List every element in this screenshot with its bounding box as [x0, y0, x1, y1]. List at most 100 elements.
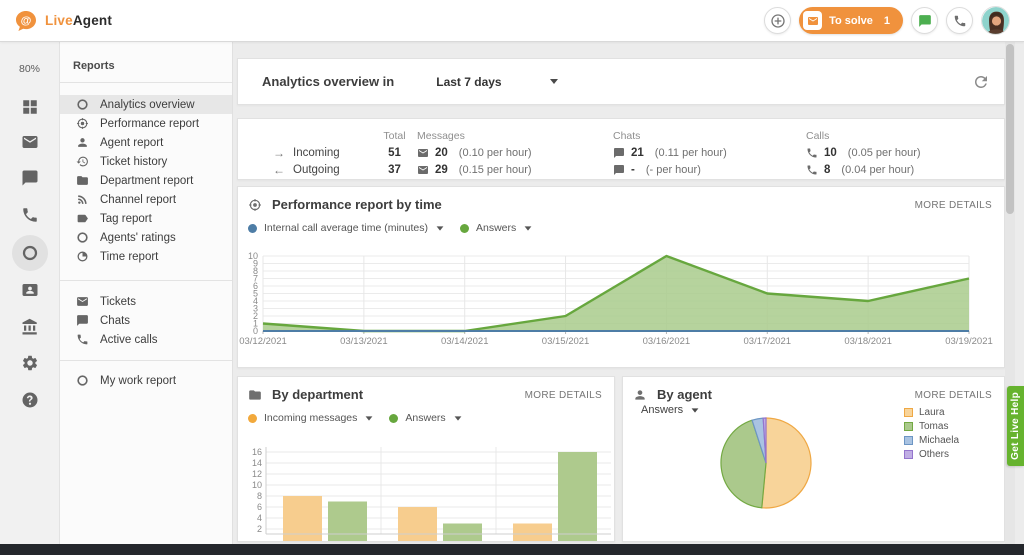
more-details-link[interactable]: MORE DETAILS [914, 200, 992, 211]
more-details-link[interactable]: MORE DETAILS [914, 390, 992, 401]
nav-item-label: Ticket history [100, 155, 168, 168]
svg-text:3: 3 [253, 304, 258, 314]
dashboard-grid-icon[interactable] [21, 98, 39, 116]
svg-text:8: 8 [257, 491, 262, 501]
bank-icon[interactable] [21, 318, 39, 336]
to-solve-button[interactable]: To solve 1 [799, 7, 903, 34]
calls-phone-icon[interactable] [21, 206, 39, 224]
time-pie-icon [76, 250, 89, 263]
svg-text:14: 14 [252, 458, 262, 468]
svg-text:16: 16 [252, 447, 262, 457]
svg-text:5: 5 [253, 289, 258, 299]
legend-dot [248, 413, 257, 423]
brand-text: LiveAgent [45, 13, 113, 28]
nav-item-time-report[interactable]: Time report [60, 247, 232, 266]
chats-topbar-button[interactable] [911, 7, 938, 34]
col-header-chats: Chats [613, 129, 641, 142]
svg-text:03/18/2021: 03/18/2021 [844, 336, 892, 347]
nav-item-label: Tag report [100, 212, 152, 225]
reports-circle-icon[interactable] [21, 244, 39, 262]
nav-item-label: Agent report [100, 136, 164, 149]
target-icon [76, 117, 89, 130]
nav-item-my-work-report[interactable]: My work report [60, 371, 232, 390]
topbar: @ LiveAgent To solve 1 [0, 0, 1024, 42]
to-solve-envelope-box [803, 11, 823, 30]
target-icon [248, 198, 262, 212]
pie-legend: Laura Tomas Michaela Others [904, 405, 959, 461]
svg-text:4: 4 [253, 296, 258, 306]
incoming-calls: 10 (0.05 per hour) [802, 144, 1004, 161]
arrow-right-icon: → [273, 145, 285, 160]
svg-text:2: 2 [253, 311, 258, 321]
contacts-card-icon[interactable] [21, 281, 39, 299]
col-header-messages: Messages [417, 129, 465, 142]
refresh-button[interactable] [972, 73, 990, 91]
svg-text:10: 10 [252, 480, 262, 490]
help-circle-icon[interactable] [21, 391, 39, 409]
agent-card-title: By agent [657, 387, 712, 402]
gear-icon[interactable] [21, 354, 39, 372]
phone-icon [953, 14, 967, 28]
date-range-dropdown[interactable]: Last 7 days [436, 75, 558, 89]
nav-item-tickets[interactable]: Tickets [60, 292, 232, 311]
series-dropdown-internal-call[interactable]: Internal call average time (minutes) [248, 222, 444, 234]
incoming-messages: 20 (0.10 per hour) [417, 144, 607, 161]
svg-text:7: 7 [253, 274, 258, 284]
legend-item-laura: Laura [904, 405, 959, 419]
by-agent-card: By agent MORE DETAILS Answers Laura Toma… [622, 376, 1005, 542]
divider [60, 280, 232, 281]
svg-text:6: 6 [257, 502, 262, 512]
nav-item-agents-ratings[interactable]: Agents' ratings [60, 228, 232, 247]
to-solve-count: 1 [883, 14, 890, 27]
svg-text:1: 1 [253, 319, 258, 329]
tickets-mail-icon[interactable] [21, 133, 39, 151]
chats-bubble-icon[interactable] [21, 169, 39, 187]
liveagent-logo[interactable]: @ LiveAgent [14, 9, 112, 33]
icon-rail: 80% [0, 42, 60, 544]
nav-item-label: Channel report [100, 193, 177, 206]
series-dropdown-answers[interactable]: Answers [460, 222, 532, 234]
add-new-button[interactable] [764, 7, 792, 34]
stats-card: Total Messages Chats Calls → Incoming 51… [237, 118, 1005, 180]
chat-icon [918, 14, 932, 28]
nav-item-performance-report[interactable]: Performance report [60, 114, 232, 133]
series-dropdown-incoming-messages[interactable]: Incoming messages [248, 412, 373, 424]
svg-text:@: @ [21, 15, 32, 27]
nav-item-chats[interactable]: Chats [60, 311, 232, 330]
scrollbar-thumb[interactable] [1006, 44, 1014, 214]
person-icon [76, 136, 89, 149]
nav-item-active-calls[interactable]: Active calls [60, 330, 232, 349]
svg-text:03/16/2021: 03/16/2021 [643, 336, 691, 347]
rail-active-indicator [11, 235, 48, 271]
nav-item-label: Analytics overview [100, 98, 195, 111]
col-header-total: Total [383, 129, 406, 142]
circle-icon [76, 98, 89, 111]
folder-icon [76, 174, 89, 187]
nav-item-label: Performance report [100, 117, 200, 130]
chat-icon [76, 314, 89, 327]
nav-item-agent-report[interactable]: Agent report [60, 133, 232, 152]
nav-item-department-report[interactable]: Department report [60, 171, 232, 190]
nav-item-analytics-overview[interactable]: Analytics overview [60, 95, 232, 114]
nav-item-label: Department report [100, 174, 194, 187]
chat-icon [613, 147, 625, 159]
user-avatar[interactable] [981, 6, 1010, 35]
chevron-down-icon [365, 415, 373, 421]
series-dropdown-answers[interactable]: Answers [389, 412, 462, 424]
svg-text:03/19/2021: 03/19/2021 [945, 336, 993, 347]
get-live-help-tab[interactable]: Get Live Help [1007, 386, 1024, 466]
nav-item-tag-report[interactable]: Tag report [60, 209, 232, 228]
legend-swatch [904, 449, 913, 459]
nav-item-ticket-history[interactable]: Ticket history [60, 152, 232, 171]
svg-text:0: 0 [253, 326, 258, 336]
agent-metric-dropdown[interactable]: Answers [641, 404, 699, 416]
incoming-chats: 21 (0.11 per hour) [607, 144, 802, 161]
more-details-link[interactable]: MORE DETAILS [524, 390, 602, 401]
legend-swatch [904, 435, 913, 445]
circle-icon [76, 374, 89, 387]
chat-icon [613, 164, 625, 176]
envelope-icon [76, 295, 89, 308]
legend-swatch [904, 407, 913, 417]
calls-topbar-button[interactable] [946, 7, 973, 34]
nav-item-channel-report[interactable]: Channel report [60, 190, 232, 209]
